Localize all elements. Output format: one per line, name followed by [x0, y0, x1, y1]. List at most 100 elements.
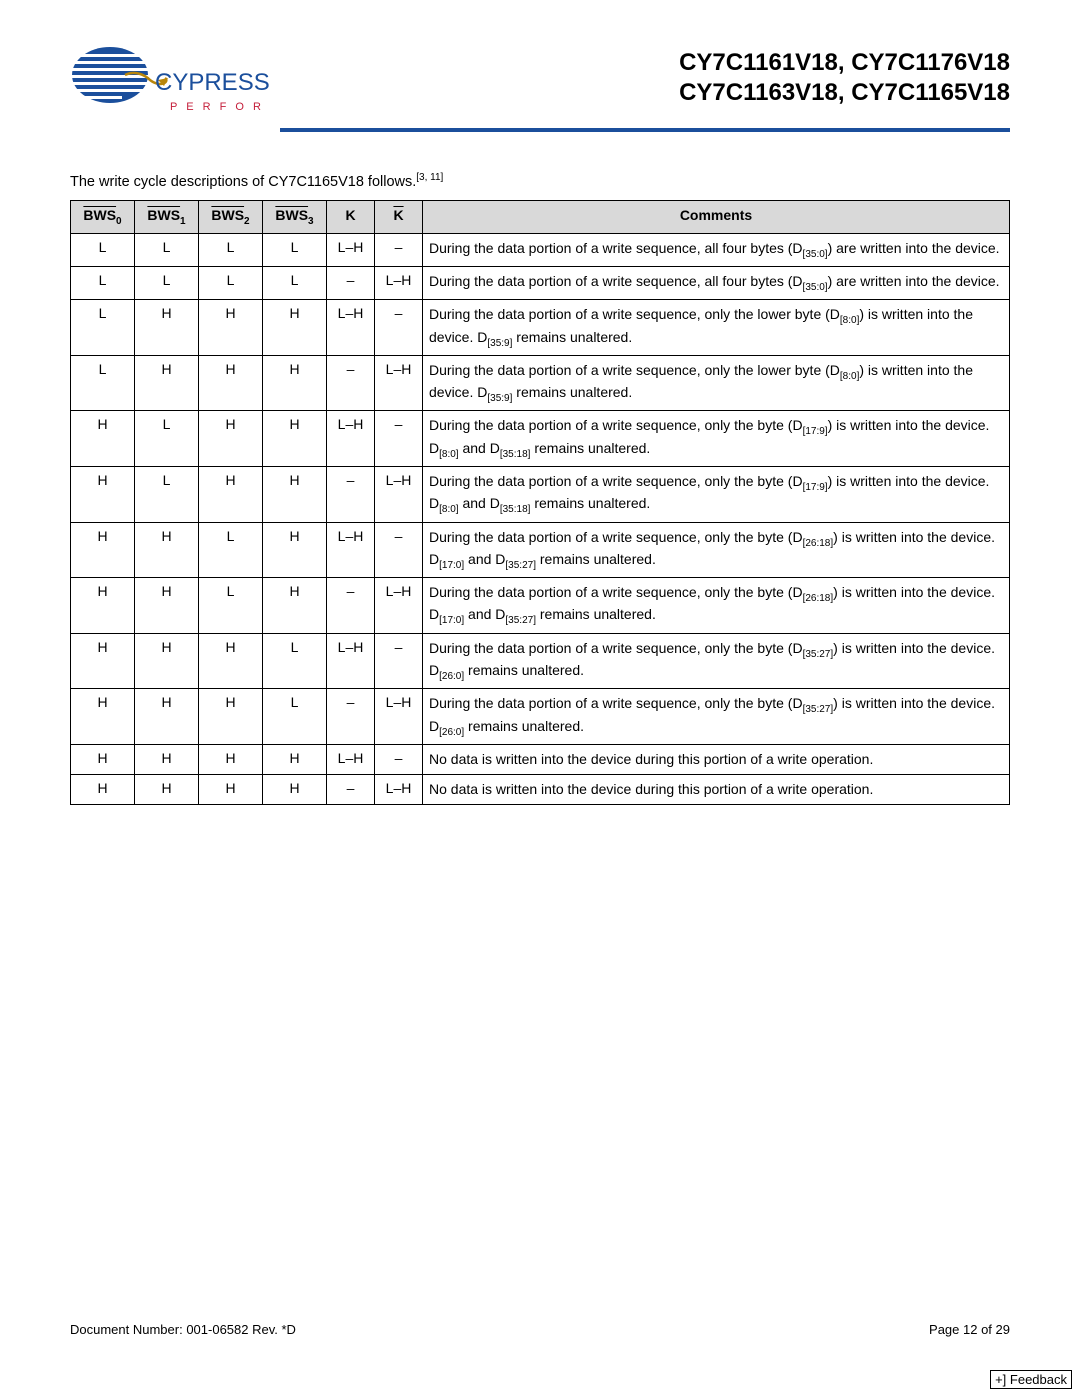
- table-cell: H: [199, 467, 263, 523]
- table-cell: L–H: [375, 355, 423, 411]
- table-cell: H: [263, 578, 327, 634]
- svg-text:CYPRESS: CYPRESS: [155, 69, 270, 96]
- table-cell: H: [263, 411, 327, 467]
- table-cell: H: [135, 355, 199, 411]
- table-row: LLLL–L–HDuring the data portion of a wri…: [71, 266, 1010, 299]
- table-cell: L: [199, 578, 263, 634]
- table-row: HHHH–L–HNo data is written into the devi…: [71, 774, 1010, 804]
- table-cell: H: [263, 522, 327, 578]
- table-cell: L: [135, 467, 199, 523]
- table-cell: L: [199, 266, 263, 299]
- column-header: BWS2: [199, 200, 263, 233]
- table-cell: H: [199, 744, 263, 774]
- column-header: BWS1: [135, 200, 199, 233]
- table-cell: L: [71, 266, 135, 299]
- page-header: CYPRESS P E R F O R M CY7C1161V18, CY7C1…: [70, 40, 1010, 120]
- table-body: LLLLL–H–During the data portion of a wri…: [71, 233, 1010, 804]
- table-cell: H: [263, 300, 327, 356]
- svg-text:P E R F O R M: P E R F O R M: [170, 101, 270, 113]
- page-content: CYPRESS P E R F O R M CY7C1161V18, CY7C1…: [0, 0, 1080, 805]
- table-cell: H: [135, 744, 199, 774]
- column-header: Comments: [423, 200, 1010, 233]
- table-row: HLHH–L–HDuring the data portion of a wri…: [71, 467, 1010, 523]
- table-cell: H: [199, 411, 263, 467]
- comment-cell: During the data portion of a write seque…: [423, 233, 1010, 266]
- table-cell: L: [199, 233, 263, 266]
- table-cell: L: [135, 233, 199, 266]
- table-cell: H: [135, 578, 199, 634]
- table-cell: L: [71, 355, 135, 411]
- table-cell: L: [135, 411, 199, 467]
- table-cell: –: [327, 578, 375, 634]
- table-cell: H: [71, 522, 135, 578]
- table-cell: H: [199, 774, 263, 804]
- table-cell: H: [71, 633, 135, 689]
- table-caption: The write cycle descriptions of CY7C1165…: [70, 172, 1010, 190]
- table-row: HLHHL–H–During the data portion of a wri…: [71, 411, 1010, 467]
- table-cell: H: [263, 774, 327, 804]
- table-cell: H: [71, 689, 135, 745]
- caption-footnote: [3, 11]: [416, 172, 443, 183]
- comment-cell: During the data portion of a write seque…: [423, 689, 1010, 745]
- table-cell: H: [135, 774, 199, 804]
- table-row: LHHH–L–HDuring the data portion of a wri…: [71, 355, 1010, 411]
- comment-cell: No data is written into the device durin…: [423, 774, 1010, 804]
- table-cell: L: [263, 266, 327, 299]
- table-cell: H: [135, 633, 199, 689]
- column-header: BWS0: [71, 200, 135, 233]
- table-row: HHHLL–H–During the data portion of a wri…: [71, 633, 1010, 689]
- page-number: Page 12 of 29: [929, 1322, 1010, 1337]
- table-cell: L–H: [375, 578, 423, 634]
- title-line-2: CY7C1163V18, CY7C1165V18: [679, 78, 1010, 108]
- table-cell: L–H: [327, 522, 375, 578]
- column-header: K: [327, 200, 375, 233]
- comment-cell: During the data portion of a write seque…: [423, 522, 1010, 578]
- feedback-button[interactable]: +] Feedback: [990, 1370, 1072, 1389]
- table-cell: H: [71, 578, 135, 634]
- table-cell: –: [375, 744, 423, 774]
- table-cell: H: [135, 689, 199, 745]
- table-cell: L–H: [327, 233, 375, 266]
- comment-cell: During the data portion of a write seque…: [423, 411, 1010, 467]
- table-row: HHLH–L–HDuring the data portion of a wri…: [71, 578, 1010, 634]
- table-cell: H: [71, 467, 135, 523]
- column-header: BWS3: [263, 200, 327, 233]
- comment-cell: During the data portion of a write seque…: [423, 266, 1010, 299]
- comment-cell: During the data portion of a write seque…: [423, 578, 1010, 634]
- table-cell: H: [71, 774, 135, 804]
- table-cell: –: [327, 355, 375, 411]
- table-cell: L–H: [327, 633, 375, 689]
- feedback-label: +] Feedback: [995, 1372, 1067, 1387]
- cypress-logo-icon: CYPRESS P E R F O R M: [70, 40, 270, 120]
- table-cell: L–H: [375, 266, 423, 299]
- table-cell: –: [327, 774, 375, 804]
- table-cell: L: [263, 233, 327, 266]
- table-cell: H: [199, 300, 263, 356]
- table-cell: H: [199, 689, 263, 745]
- table-row: LLLLL–H–During the data portion of a wri…: [71, 233, 1010, 266]
- table-cell: H: [135, 300, 199, 356]
- comment-cell: During the data portion of a write seque…: [423, 300, 1010, 356]
- caption-text: The write cycle descriptions of CY7C1165…: [70, 174, 416, 190]
- comment-cell: No data is written into the device durin…: [423, 744, 1010, 774]
- table-row: HHHL–L–HDuring the data portion of a wri…: [71, 689, 1010, 745]
- table-cell: L–H: [327, 300, 375, 356]
- table-cell: H: [199, 355, 263, 411]
- table-cell: –: [327, 266, 375, 299]
- table-cell: H: [199, 633, 263, 689]
- table-cell: L–H: [327, 411, 375, 467]
- table-cell: L: [263, 689, 327, 745]
- title-line-1: CY7C1161V18, CY7C1176V18: [679, 48, 1010, 78]
- table-cell: L: [71, 233, 135, 266]
- table-cell: L: [135, 266, 199, 299]
- doc-number: Document Number: 001-06582 Rev. *D: [70, 1322, 296, 1337]
- column-header: K: [375, 200, 423, 233]
- table-cell: L–H: [375, 467, 423, 523]
- table-cell: H: [71, 411, 135, 467]
- table-cell: –: [375, 633, 423, 689]
- table-cell: L: [263, 633, 327, 689]
- table-cell: H: [71, 744, 135, 774]
- table-cell: –: [375, 522, 423, 578]
- table-cell: H: [263, 744, 327, 774]
- table-cell: L–H: [375, 774, 423, 804]
